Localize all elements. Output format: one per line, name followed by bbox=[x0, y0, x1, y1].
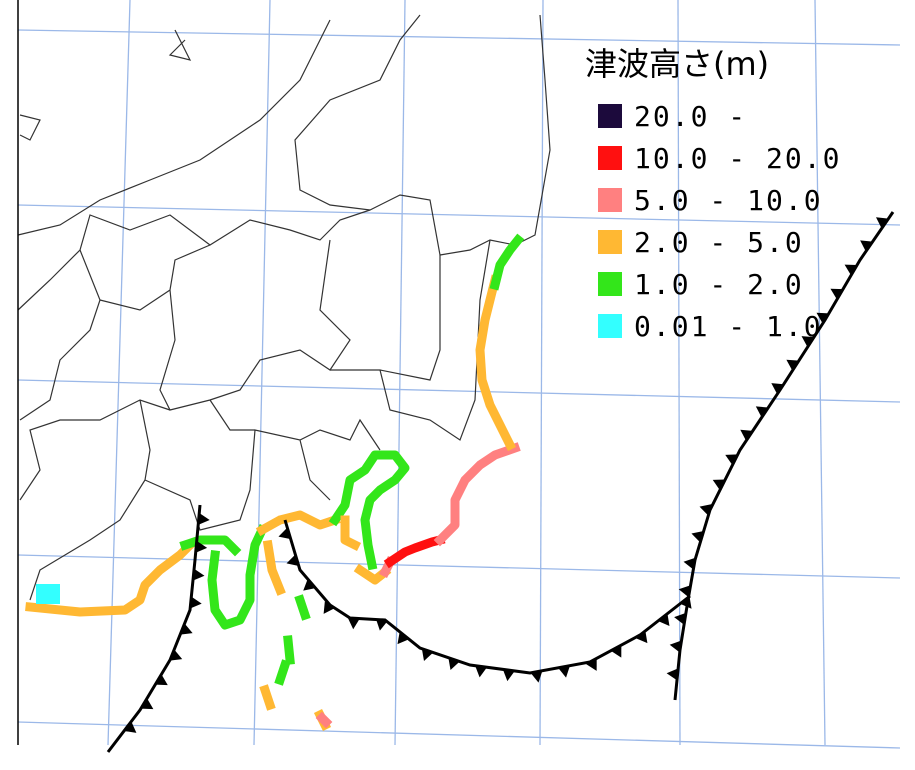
trench-tooth bbox=[397, 631, 410, 645]
trench-tooth bbox=[286, 554, 299, 566]
trench-tooth bbox=[740, 429, 753, 441]
trench-tooth bbox=[448, 657, 460, 670]
trench-tooth bbox=[198, 512, 210, 525]
trench-tooth bbox=[502, 669, 515, 682]
trench-tooth bbox=[155, 674, 168, 686]
prefecture-borders bbox=[17, 14, 551, 601]
trench-tooth bbox=[169, 649, 183, 661]
trench-tooth bbox=[683, 557, 696, 570]
coast-segment bbox=[207, 524, 268, 630]
trench-tooth bbox=[860, 240, 873, 252]
trench-tooth bbox=[678, 585, 691, 598]
trench-tooth bbox=[190, 596, 202, 609]
trench-tooth bbox=[712, 479, 726, 491]
trench-tooth bbox=[140, 698, 154, 710]
legend-label: 10.0 - 20.0 bbox=[634, 142, 841, 175]
trench-tooth bbox=[755, 406, 769, 418]
trench-tooth bbox=[680, 596, 692, 609]
trench-tooth bbox=[586, 658, 597, 671]
trench-tooth bbox=[530, 670, 543, 683]
trench-tooth bbox=[124, 721, 137, 733]
trench-tooth bbox=[801, 336, 815, 348]
coast-segment bbox=[433, 442, 521, 547]
trench-tooth bbox=[192, 568, 205, 581]
trench-tooth bbox=[666, 668, 679, 681]
legend-label: 20.0 - bbox=[634, 100, 747, 133]
legend-swatch bbox=[598, 188, 622, 212]
legend-swatch bbox=[598, 230, 622, 254]
coast-segment bbox=[274, 594, 311, 686]
coast-segment bbox=[383, 534, 446, 569]
trench-tooth bbox=[657, 613, 670, 626]
legend-label: 0.01 - 1.0 bbox=[634, 310, 823, 343]
legend-swatch bbox=[598, 146, 622, 170]
trench-tooth bbox=[195, 540, 208, 553]
legend-swatch bbox=[598, 272, 622, 296]
trench-tooth bbox=[771, 383, 784, 395]
coast-segment bbox=[489, 233, 525, 291]
coast-segment bbox=[315, 711, 333, 729]
trench-tooth bbox=[699, 504, 712, 516]
graticule bbox=[17, 0, 901, 749]
trench-tooth bbox=[669, 640, 682, 653]
trench-tooth bbox=[876, 217, 889, 229]
legend-title: 津波高さ(m) bbox=[585, 45, 769, 83]
trench-tooth bbox=[558, 665, 570, 678]
coast-segment bbox=[25, 538, 197, 617]
trench-tooth bbox=[375, 618, 388, 631]
trench-tooth bbox=[180, 623, 193, 635]
trench-tooth bbox=[347, 617, 360, 630]
trench-tooth bbox=[830, 288, 843, 300]
legend-label: 5.0 - 10.0 bbox=[634, 184, 823, 217]
trench-tooth bbox=[816, 312, 830, 324]
observation-site bbox=[36, 584, 60, 604]
legend: 津波高さ(m) 20.0 - 10.0 - 20.0 5.0 - 10.0 2.0 -… bbox=[585, 45, 841, 343]
trench-tooth bbox=[786, 359, 799, 371]
coast-segment bbox=[255, 510, 341, 596]
coast-segment bbox=[328, 450, 410, 571]
coast-segment bbox=[259, 684, 332, 732]
trench-tooth bbox=[475, 665, 488, 678]
trench-tooth bbox=[725, 454, 738, 466]
coastline-observations bbox=[25, 233, 525, 732]
trench-tooth bbox=[323, 601, 335, 614]
legend-swatch bbox=[598, 104, 622, 128]
trench-tooth bbox=[635, 630, 648, 644]
trench-tooth bbox=[303, 578, 316, 591]
legend-label: 1.0 - 2.0 bbox=[634, 268, 804, 301]
trench-tooth bbox=[844, 264, 858, 276]
trench-tooth bbox=[610, 645, 622, 658]
coast-segment bbox=[179, 535, 242, 557]
legend-swatch bbox=[598, 314, 622, 338]
trench-tooth bbox=[278, 527, 291, 540]
trench-tooth bbox=[691, 530, 704, 543]
coast-segment bbox=[475, 274, 517, 452]
trench-tooth bbox=[674, 612, 686, 625]
legend-label: 2.0 - 5.0 bbox=[634, 226, 804, 259]
trench-tooth bbox=[421, 648, 434, 661]
